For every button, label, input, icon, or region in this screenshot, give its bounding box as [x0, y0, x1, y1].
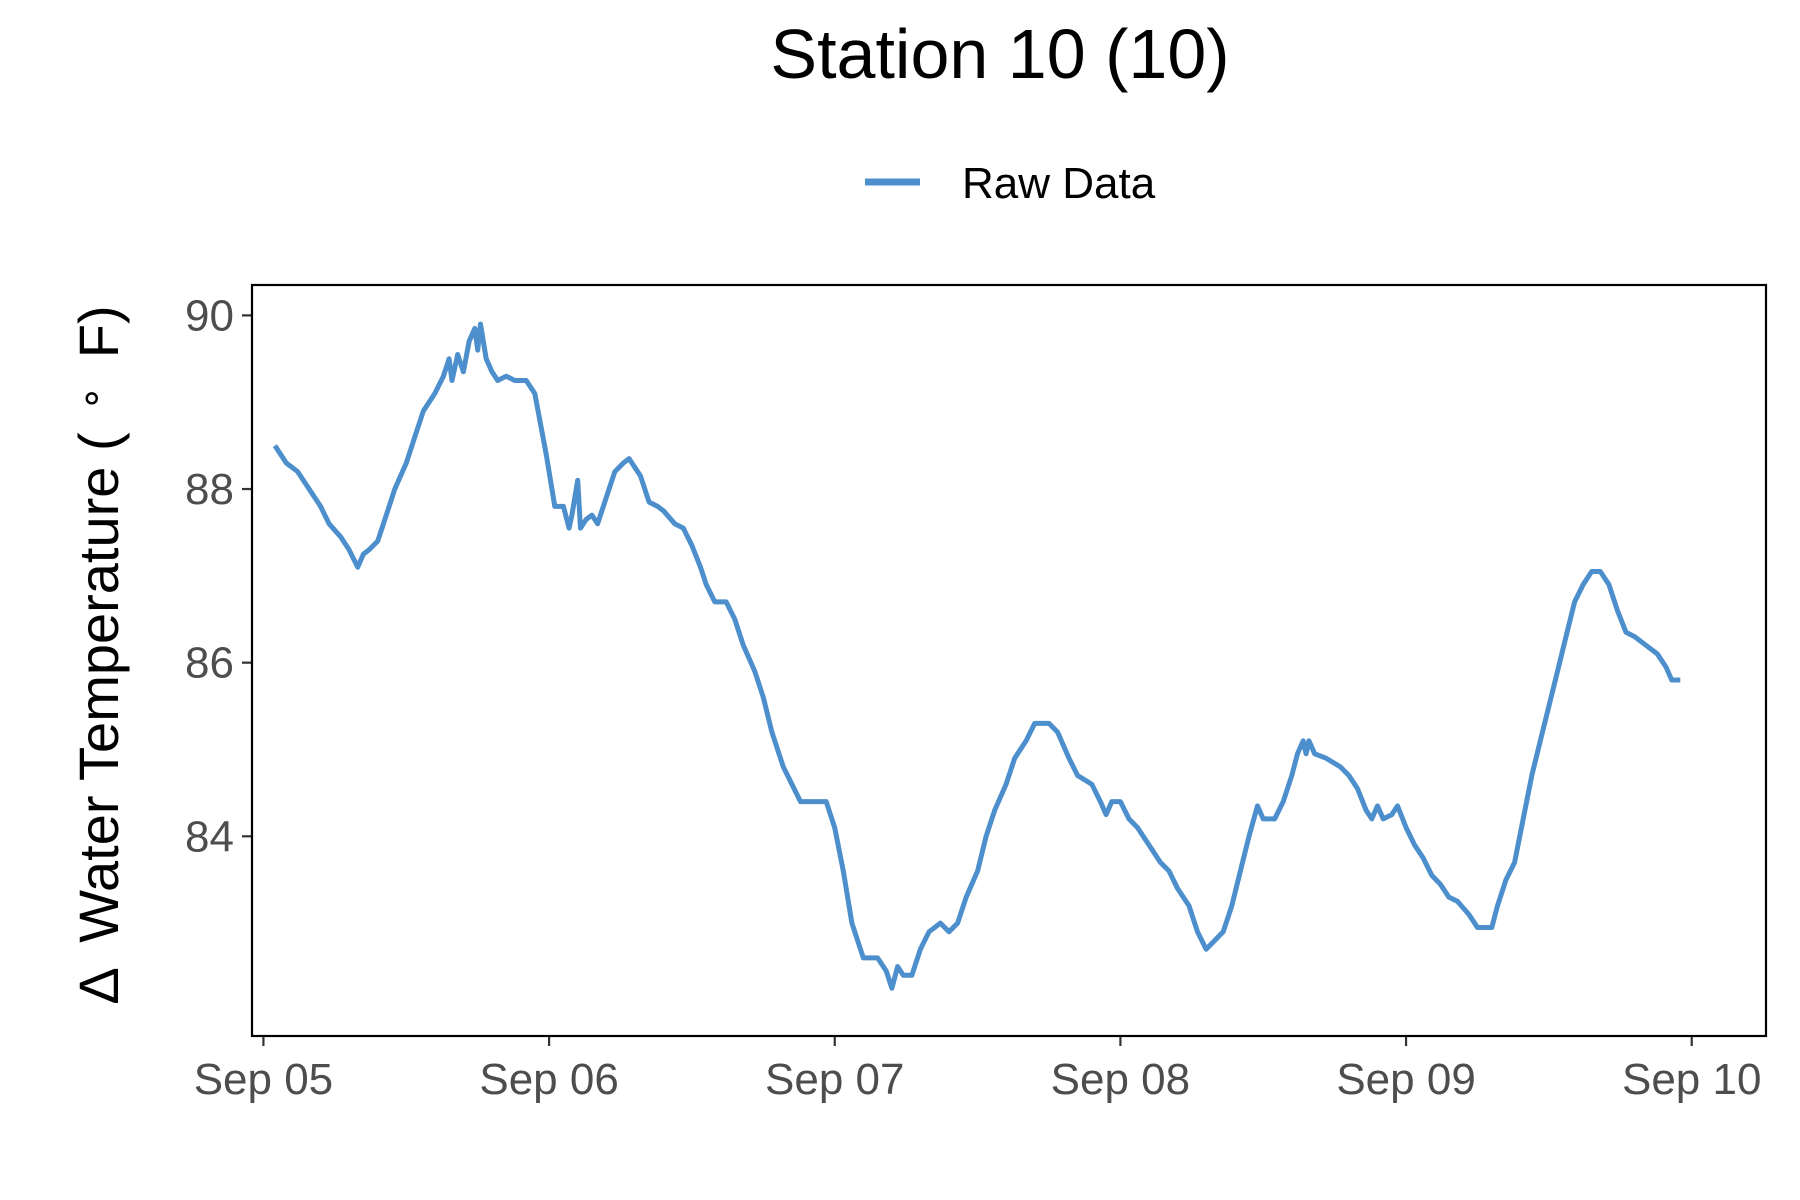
x-tick-label: Sep 07	[765, 1055, 904, 1104]
x-tick-label: Sep 10	[1622, 1055, 1761, 1104]
y-axis-title: Δ Water Temperature ( ∘ F)	[53, 305, 130, 1004]
series-layer	[272, 321, 1681, 991]
y-axis-title-degree: ∘	[69, 386, 113, 411]
y-tick-label: 84	[185, 812, 234, 861]
x-tick-label: Sep 08	[1051, 1055, 1190, 1104]
y-tick-label: 88	[185, 465, 234, 514]
x-tick-label: Sep 09	[1336, 1055, 1475, 1104]
series-line-raw-data	[272, 321, 1681, 991]
axis-layer: 84 86 88 90 Sep 05 Sep 06 Sep 07 Sep 08 Sep 09 Se…	[185, 291, 1761, 1104]
y-axis-title-delta: Δ	[67, 969, 130, 1005]
y-axis-title-main: Water Temperature (	[67, 432, 130, 943]
y-axis-title-unit: F)	[67, 305, 130, 358]
plot-panel-border	[250, 283, 1768, 1038]
legend-label-raw-data: Raw Data	[962, 159, 1156, 208]
x-tick-label: Sep 06	[479, 1055, 618, 1104]
y-tick-label: 90	[185, 291, 234, 340]
x-tick-label: Sep 05	[194, 1055, 333, 1104]
chart-title: Station 10 (10)	[770, 15, 1229, 93]
legend: Raw Data	[865, 159, 1156, 208]
y-tick-label: 86	[185, 639, 234, 688]
